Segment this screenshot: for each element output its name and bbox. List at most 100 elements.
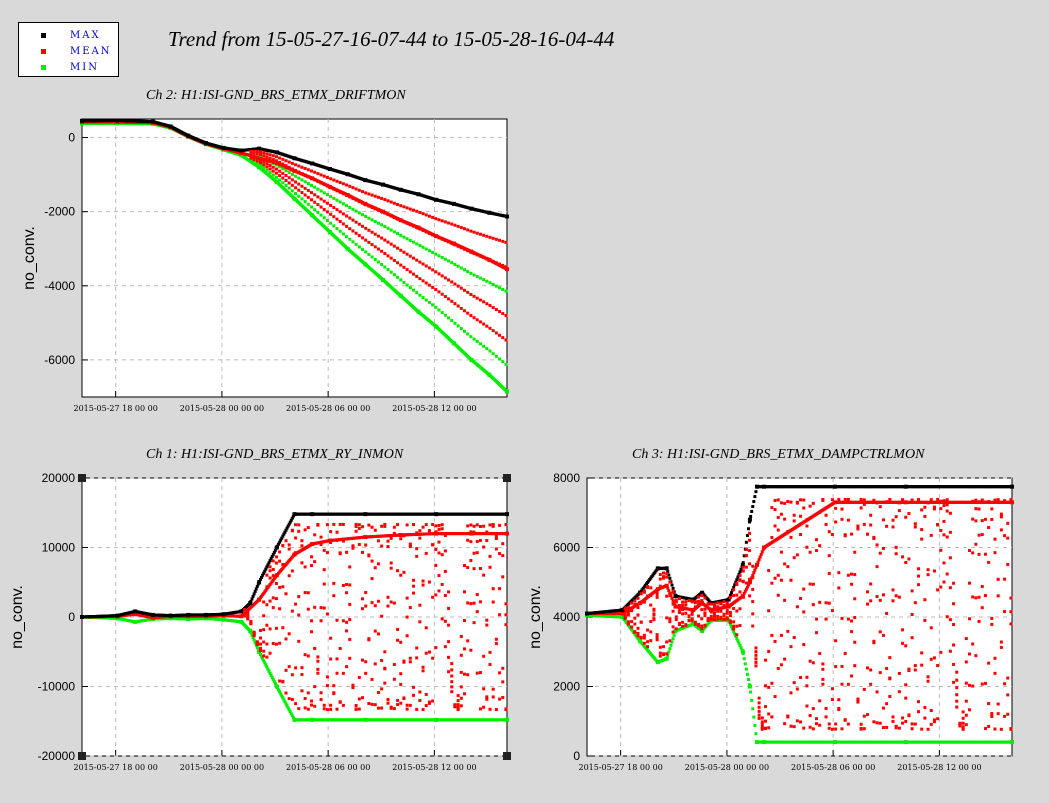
corner-marker (503, 752, 511, 760)
data-point (478, 342, 482, 346)
data-point (739, 646, 743, 650)
y-tick-label: 8000 (553, 471, 580, 485)
data-point (351, 240, 355, 244)
data-point (316, 523, 320, 527)
data-point (450, 680, 454, 684)
data-point (399, 672, 403, 676)
data-point (639, 600, 643, 604)
data-point (443, 534, 447, 538)
data-point (666, 586, 670, 590)
data-point (329, 530, 333, 534)
data-point (459, 696, 463, 700)
data-point (402, 570, 406, 574)
data-point (251, 594, 255, 598)
data-point (478, 671, 482, 675)
data-point (412, 208, 415, 212)
data-point (478, 538, 482, 542)
data-point (459, 327, 463, 331)
data-point (450, 668, 454, 672)
data-point (354, 529, 358, 533)
data-point (322, 548, 326, 552)
data-point (418, 226, 422, 230)
data-point (280, 536, 284, 540)
data-point (437, 235, 441, 239)
data-point (668, 576, 672, 580)
data-point (478, 298, 482, 302)
data-point (322, 216, 326, 220)
data-point (284, 164, 288, 168)
data-point (306, 175, 310, 179)
data-point (380, 223, 384, 227)
data-point (283, 700, 287, 704)
data-point (325, 184, 329, 188)
data-point (348, 184, 352, 188)
data-point (287, 708, 291, 712)
data-point (498, 697, 502, 701)
data-point (257, 650, 261, 654)
data-point (348, 237, 352, 241)
data-point (252, 638, 256, 642)
data-point (665, 584, 669, 588)
data-point (504, 523, 508, 527)
data-point (383, 252, 387, 256)
data-point (752, 500, 756, 504)
data-point (389, 214, 393, 218)
data-point (424, 264, 428, 268)
data-point (322, 174, 326, 178)
data-point (290, 529, 294, 533)
data-point (383, 238, 387, 242)
data-point (633, 630, 637, 634)
data-point (466, 673, 470, 677)
data-point (396, 275, 400, 279)
data-point (745, 534, 749, 538)
data-point (434, 252, 438, 256)
data-point (278, 559, 282, 563)
data-point (367, 216, 371, 220)
data-point (431, 303, 435, 307)
data-point (313, 200, 317, 204)
data-point (405, 206, 409, 210)
data-point (252, 151, 256, 155)
data-point (494, 547, 498, 551)
data-point (751, 573, 755, 577)
data-point (310, 555, 313, 559)
data-point (300, 184, 304, 188)
data-point (405, 252, 409, 256)
data-point (485, 257, 489, 261)
data-point (268, 576, 272, 580)
data-point (297, 613, 301, 617)
data-point (408, 286, 412, 290)
data-point (354, 187, 358, 191)
data-point (443, 549, 447, 553)
chart-ch0: 2015-05-27 18 00 00 2015-05-28 00 00 00 20… (21, 118, 509, 413)
data-point (670, 583, 674, 587)
data-point (488, 707, 492, 711)
data-point (747, 583, 750, 587)
data-point (740, 649, 745, 654)
data-point (440, 532, 444, 536)
data-point (504, 265, 508, 269)
data-point (288, 710, 292, 714)
data-point (415, 646, 419, 650)
data-point (335, 671, 339, 675)
data-point (335, 179, 339, 183)
data-point (325, 612, 329, 616)
data-point (437, 218, 441, 222)
data-point (396, 638, 400, 642)
data-point (259, 649, 262, 653)
data-point (437, 540, 441, 544)
data-point (443, 257, 447, 261)
data-point (453, 302, 457, 306)
data-point (488, 650, 492, 654)
data-point (243, 608, 247, 612)
data-point (278, 160, 282, 164)
data-point (626, 613, 630, 617)
data-point (421, 212, 425, 216)
data-point (728, 622, 732, 626)
data-point (431, 250, 435, 254)
data-point (485, 302, 489, 306)
data-point (447, 239, 451, 243)
data-point (408, 254, 412, 258)
data-point (668, 647, 672, 651)
data-point (485, 530, 489, 534)
